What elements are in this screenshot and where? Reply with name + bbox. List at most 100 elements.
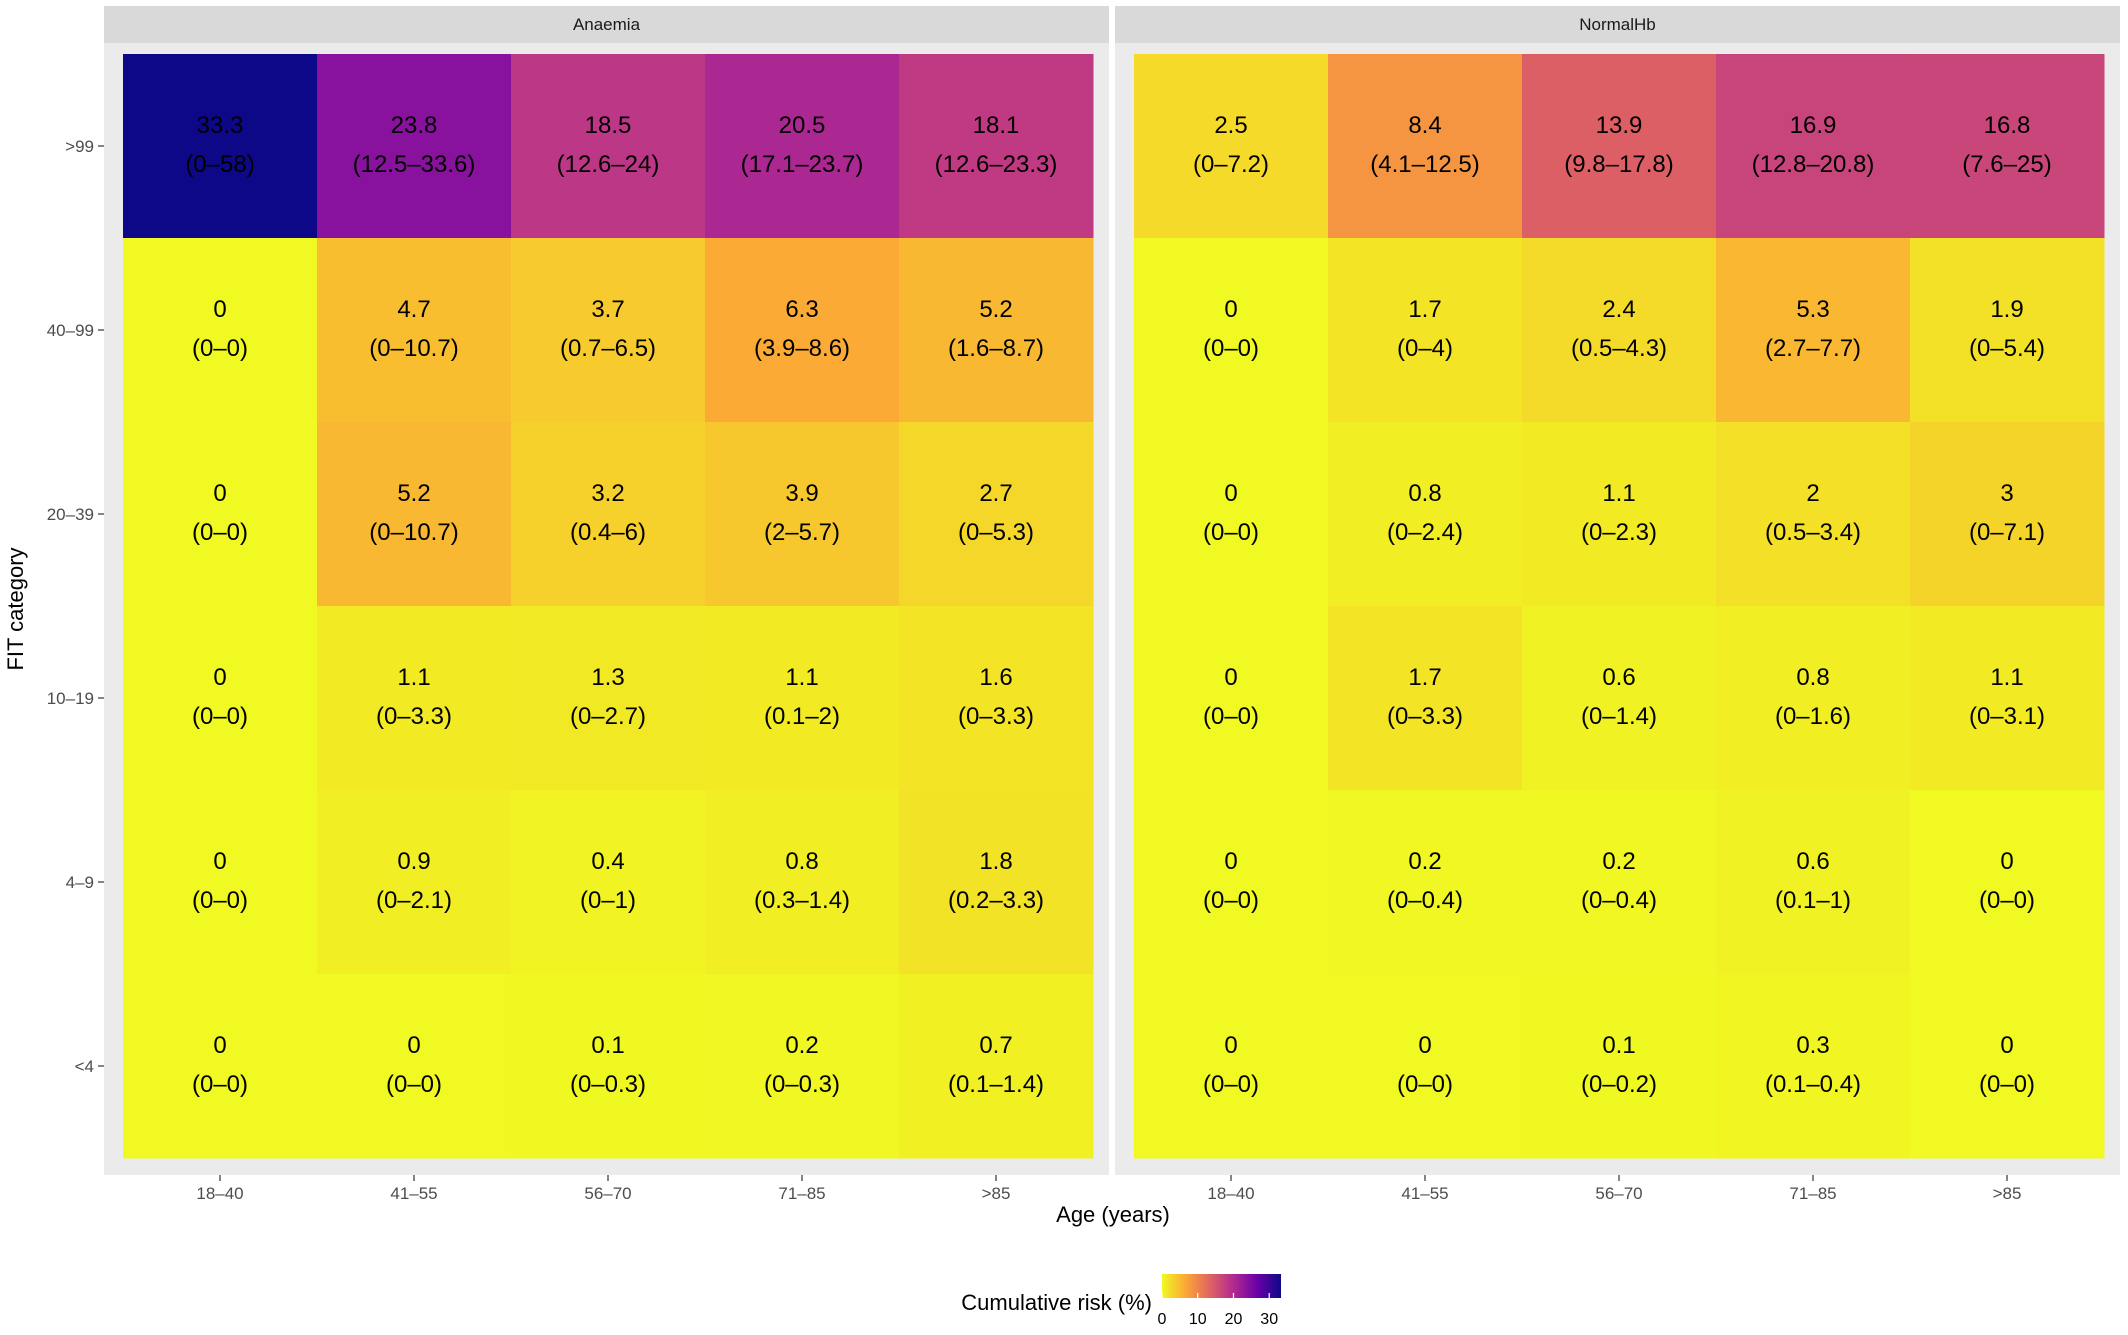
tile-value-label: 4.7 (397, 296, 430, 323)
tile-ci-label: (0–10.7) (369, 519, 458, 546)
tile-ci-label: (0–0) (192, 335, 248, 362)
tile-value-label: 20.5 (779, 112, 826, 139)
tile-value-label: 0 (1224, 480, 1237, 507)
tile-value-label: 16.9 (1790, 112, 1837, 139)
tile-value-label: 0.8 (785, 848, 818, 875)
heatmap-tile (705, 238, 900, 423)
tile-value-label: 3.2 (591, 480, 624, 507)
tile-ci-label: (12.6–23.3) (935, 151, 1058, 178)
heatmap-tile (511, 606, 706, 791)
tile-value-label: 0 (213, 848, 226, 875)
heatmap-tile (123, 790, 318, 975)
facet-strip (1115, 6, 2120, 43)
legend-tick-label: 30 (1260, 1311, 1278, 1328)
tile-ci-label: (0.4–6) (570, 519, 646, 546)
tile-ci-label: (0–2.1) (376, 887, 452, 914)
heatmap-tile (1522, 974, 1717, 1159)
tile-value-label: 18.1 (973, 112, 1020, 139)
heatmap-tile (899, 974, 1094, 1159)
heatmap-tile (317, 54, 512, 239)
tile-ci-label: (0–3.3) (958, 703, 1034, 730)
tile-value-label: 0.9 (397, 848, 430, 875)
tile-ci-label: (0.5–4.3) (1571, 335, 1667, 362)
tile-value-label: 0.2 (1408, 848, 1441, 875)
tile-ci-label: (0–10.7) (369, 335, 458, 362)
tile-ci-label: (0–7.1) (1969, 519, 2045, 546)
tile-ci-label: (12.5–33.6) (353, 151, 476, 178)
heatmap-tile (705, 54, 900, 239)
tile-ci-label: (0–0) (1397, 1071, 1453, 1098)
y-tick-label: 4–9 (66, 873, 94, 892)
tile-value-label: 1.8 (979, 848, 1012, 875)
y-tick-label: 40–99 (47, 321, 94, 340)
heatmap-tile (511, 54, 706, 239)
tile-ci-label: (0.1–2) (764, 703, 840, 730)
tile-ci-label: (0.2–3.3) (948, 887, 1044, 914)
tile-value-label: 1.1 (1602, 480, 1635, 507)
heatmap-tile (123, 238, 318, 423)
tile-value-label: 0 (407, 1032, 420, 1059)
heatmap-tile (511, 790, 706, 975)
tile-value-label: 0.6 (1796, 848, 1829, 875)
legend-tick-label: 10 (1189, 1311, 1207, 1328)
heatmap-tile (899, 790, 1094, 975)
heatmap-tile (1716, 790, 1911, 975)
tile-value-label: 0 (2000, 1032, 2013, 1059)
tile-value-label: 1.1 (397, 664, 430, 691)
tile-ci-label: (0–0) (192, 1071, 248, 1098)
tile-value-label: 1.1 (785, 664, 818, 691)
tile-value-label: 0.1 (1602, 1032, 1635, 1059)
tile-value-label: 0 (1224, 1032, 1237, 1059)
tile-value-label: 18.5 (585, 112, 632, 139)
heatmap-tile (705, 974, 900, 1159)
tile-value-label: 0.4 (591, 848, 624, 875)
tile-ci-label: (4.1–12.5) (1370, 151, 1479, 178)
tile-ci-label: (0–0) (1203, 1071, 1259, 1098)
heatmap-tile (1716, 238, 1911, 423)
tile-ci-label: (0–2.3) (1581, 519, 1657, 546)
tile-ci-label: (0.1–1) (1775, 887, 1851, 914)
y-tick-label: 20–39 (47, 505, 94, 524)
heatmap-tile (1910, 606, 2105, 791)
heatmap-tile (1134, 790, 1329, 975)
heatmap-tile (899, 422, 1094, 607)
tile-value-label: 0 (213, 1032, 226, 1059)
tile-value-label: 0.1 (591, 1032, 624, 1059)
y-tick-label: <4 (75, 1057, 94, 1076)
heatmap-tile (899, 54, 1094, 239)
tile-value-label: 0.2 (1602, 848, 1635, 875)
tile-ci-label: (0–0) (1979, 1071, 2035, 1098)
tile-ci-label: (0–0) (192, 703, 248, 730)
heatmap-tile (1522, 790, 1717, 975)
heatmap-tile (1910, 54, 2105, 239)
legend-colorbar (1162, 1274, 1281, 1298)
tile-ci-label: (9.8–17.8) (1564, 151, 1673, 178)
heatmap-tile (705, 422, 900, 607)
tile-value-label: 16.8 (1984, 112, 2031, 139)
tile-ci-label: (0–1.4) (1581, 703, 1657, 730)
x-tick-label: 71–85 (778, 1184, 825, 1203)
heatmap-tile (1716, 422, 1911, 607)
heatmap-tile (1910, 790, 2105, 975)
tile-value-label: 5.2 (397, 480, 430, 507)
tile-value-label: 0 (1224, 664, 1237, 691)
facet-strip (104, 6, 1109, 43)
tile-value-label: 2 (1806, 480, 1819, 507)
tile-value-label: 0.3 (1796, 1032, 1829, 1059)
legend-title: Cumulative risk (%) (961, 1290, 1152, 1315)
heatmap-tile (1716, 54, 1911, 239)
heatmap-tile (1716, 974, 1911, 1159)
tile-value-label: 5.3 (1796, 296, 1829, 323)
tile-ci-label: (0–0.3) (570, 1071, 646, 1098)
tile-ci-label: (12.6–24) (557, 151, 660, 178)
tile-value-label: 0 (1418, 1032, 1431, 1059)
tile-value-label: 0 (213, 664, 226, 691)
y-tick-label: >99 (65, 137, 94, 156)
tile-value-label: 3.9 (785, 480, 818, 507)
tile-ci-label: (0–2.7) (570, 703, 646, 730)
tile-ci-label: (0–0) (1203, 335, 1259, 362)
tile-ci-label: (7.6–25) (1962, 151, 2051, 178)
tile-value-label: 0.8 (1408, 480, 1441, 507)
heatmap-tile (1522, 54, 1717, 239)
